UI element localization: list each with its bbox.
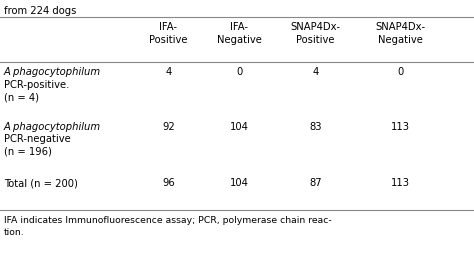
Text: IFA indicates Immunofluorescence assay; PCR, polymerase chain reac-: IFA indicates Immunofluorescence assay; … xyxy=(4,216,331,225)
Text: 83: 83 xyxy=(309,122,321,132)
Text: from 224 dogs: from 224 dogs xyxy=(4,6,76,16)
Text: 113: 113 xyxy=(391,122,410,132)
Text: SNAP4Dx-: SNAP4Dx- xyxy=(290,22,340,32)
Text: 4: 4 xyxy=(312,67,319,77)
Text: IFA-: IFA- xyxy=(159,22,177,32)
Text: (n = 196): (n = 196) xyxy=(4,147,52,157)
Text: 87: 87 xyxy=(309,178,321,188)
Text: (n = 4): (n = 4) xyxy=(4,92,39,102)
Text: 104: 104 xyxy=(230,122,249,132)
Text: SNAP4Dx-: SNAP4Dx- xyxy=(375,22,426,32)
Text: 96: 96 xyxy=(162,178,174,188)
Text: 0: 0 xyxy=(236,67,243,77)
Text: Negative: Negative xyxy=(378,35,423,45)
Text: PCR-negative: PCR-negative xyxy=(4,134,71,145)
Text: 4: 4 xyxy=(165,67,172,77)
Text: 104: 104 xyxy=(230,178,249,188)
Text: tion.: tion. xyxy=(4,228,25,237)
Text: A phagocytophilum: A phagocytophilum xyxy=(4,67,101,77)
Text: Positive: Positive xyxy=(149,35,188,45)
Text: Negative: Negative xyxy=(217,35,262,45)
Text: A phagocytophilum: A phagocytophilum xyxy=(4,122,101,132)
Text: Total (n = 200): Total (n = 200) xyxy=(4,178,78,188)
Text: 113: 113 xyxy=(391,178,410,188)
Text: 0: 0 xyxy=(397,67,404,77)
Text: PCR-positive.: PCR-positive. xyxy=(4,80,69,90)
Text: Positive: Positive xyxy=(296,35,335,45)
Text: IFA-: IFA- xyxy=(230,22,248,32)
Text: 92: 92 xyxy=(162,122,174,132)
